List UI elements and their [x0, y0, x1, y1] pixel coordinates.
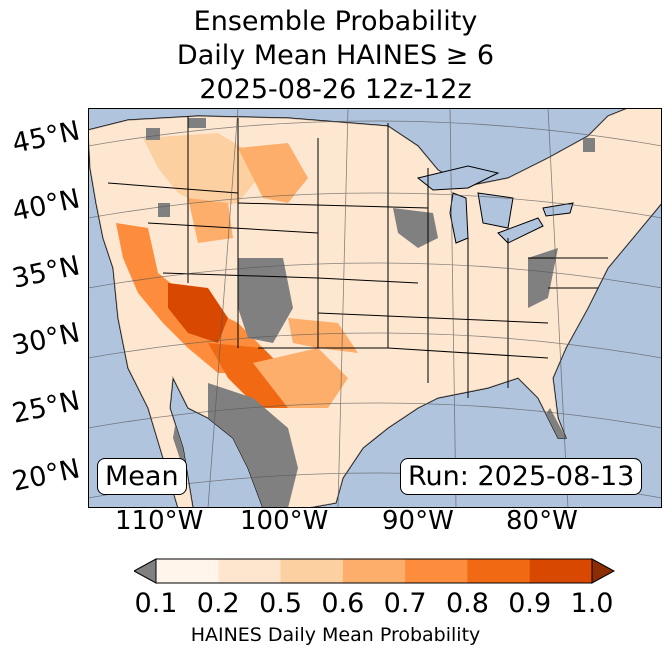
missing-data-nevada [158, 203, 170, 217]
colorbar-segment [467, 559, 531, 583]
border-13 [387, 347, 549, 359]
prob-field-texas-south [288, 318, 358, 353]
title-line-1: Ensemble Probability [193, 6, 478, 37]
colorbar-tick-label: 0.6 [321, 588, 365, 619]
colorbar-tick-label: 0.2 [196, 588, 240, 619]
lat-label-35: 35°N [9, 250, 83, 295]
lat-label-20: 20°N [9, 453, 83, 498]
colorbar-segment [280, 559, 344, 583]
prob-field-texas [253, 348, 348, 408]
colorbar-tick-label: 0.1 [134, 588, 178, 619]
colorbar-segment [529, 559, 593, 583]
missing-data-appalachia [528, 248, 558, 308]
prob-field-wyoming [188, 198, 233, 243]
lat-label-45: 45°N [9, 115, 83, 160]
missing-data-great-lakes [583, 138, 595, 152]
border-1 [107, 182, 239, 194]
colorbar-segment [405, 559, 468, 583]
parallel-40 [88, 192, 662, 219]
meridian-100 [337, 108, 349, 508]
colorbar-segment [156, 559, 219, 583]
missing-data-washington [188, 118, 206, 128]
colorbar-tick-label: 0.9 [508, 588, 552, 619]
parallel-30 [88, 332, 662, 359]
prob-field-northwest [143, 133, 258, 208]
lon-label-90: 90°W [382, 506, 454, 536]
colorbar-segments [156, 559, 593, 583]
meridian-110 [207, 108, 239, 508]
lake-michigan [449, 192, 469, 244]
border-4 [237, 202, 429, 209]
lat-label-30: 30°N [9, 317, 83, 362]
state-borders [107, 116, 608, 398]
missing-data-plains [393, 208, 438, 248]
colorbar-label: HAINES Daily Mean Probability [190, 624, 481, 646]
prob-field-montana [238, 143, 308, 203]
parallel-35 [88, 262, 662, 289]
colorbar-over-triangle [591, 558, 616, 584]
title-line-3: 2025-08-26 12z-12z [199, 74, 472, 105]
lake-superior [416, 165, 500, 191]
great-lakes [416, 165, 574, 244]
lon-label-80: 80°W [506, 506, 578, 536]
title-line-2: Daily Mean HAINES ≥ 6 [176, 40, 495, 71]
colorbar-tick-label: 0.5 [259, 588, 303, 619]
graticule [88, 108, 662, 508]
lake-erie [497, 217, 544, 244]
colorbar-frame [155, 558, 593, 584]
meridian-90 [449, 108, 457, 508]
missing-data-southwest [238, 258, 293, 343]
border-2 [147, 222, 319, 234]
meridian-80 [547, 108, 569, 508]
prob-field-arizona [168, 283, 228, 343]
stat-label-box: Mean [97, 458, 187, 495]
parallel-25 [88, 402, 662, 429]
colorbar-tick-label: 0.8 [445, 588, 489, 619]
colorbar-tick-label: 1.0 [570, 588, 614, 619]
colorbar-under-triangle [134, 558, 157, 584]
colorbar-tick-label: 0.7 [383, 588, 427, 619]
lon-label-100: 100°W [240, 506, 329, 536]
map-frame [88, 108, 662, 508]
missing-data-florida [543, 408, 566, 443]
probability-map [88, 108, 662, 508]
lake-huron [477, 192, 514, 229]
prob-field-newmexico [208, 343, 288, 408]
colorbar-segment [342, 559, 406, 583]
colorbar [134, 558, 616, 584]
parallel-45 [88, 120, 662, 147]
missing-data-northwest [146, 128, 160, 140]
lat-label-25: 25°N [9, 385, 83, 430]
border-12 [317, 312, 549, 324]
run-label-box: Run: 2025-08-13 [400, 458, 643, 495]
lake-ontario [542, 202, 574, 217]
colorbar-segment [218, 559, 282, 583]
lon-label-110: 110°W [115, 506, 204, 536]
lat-label-40: 40°N [9, 183, 83, 228]
